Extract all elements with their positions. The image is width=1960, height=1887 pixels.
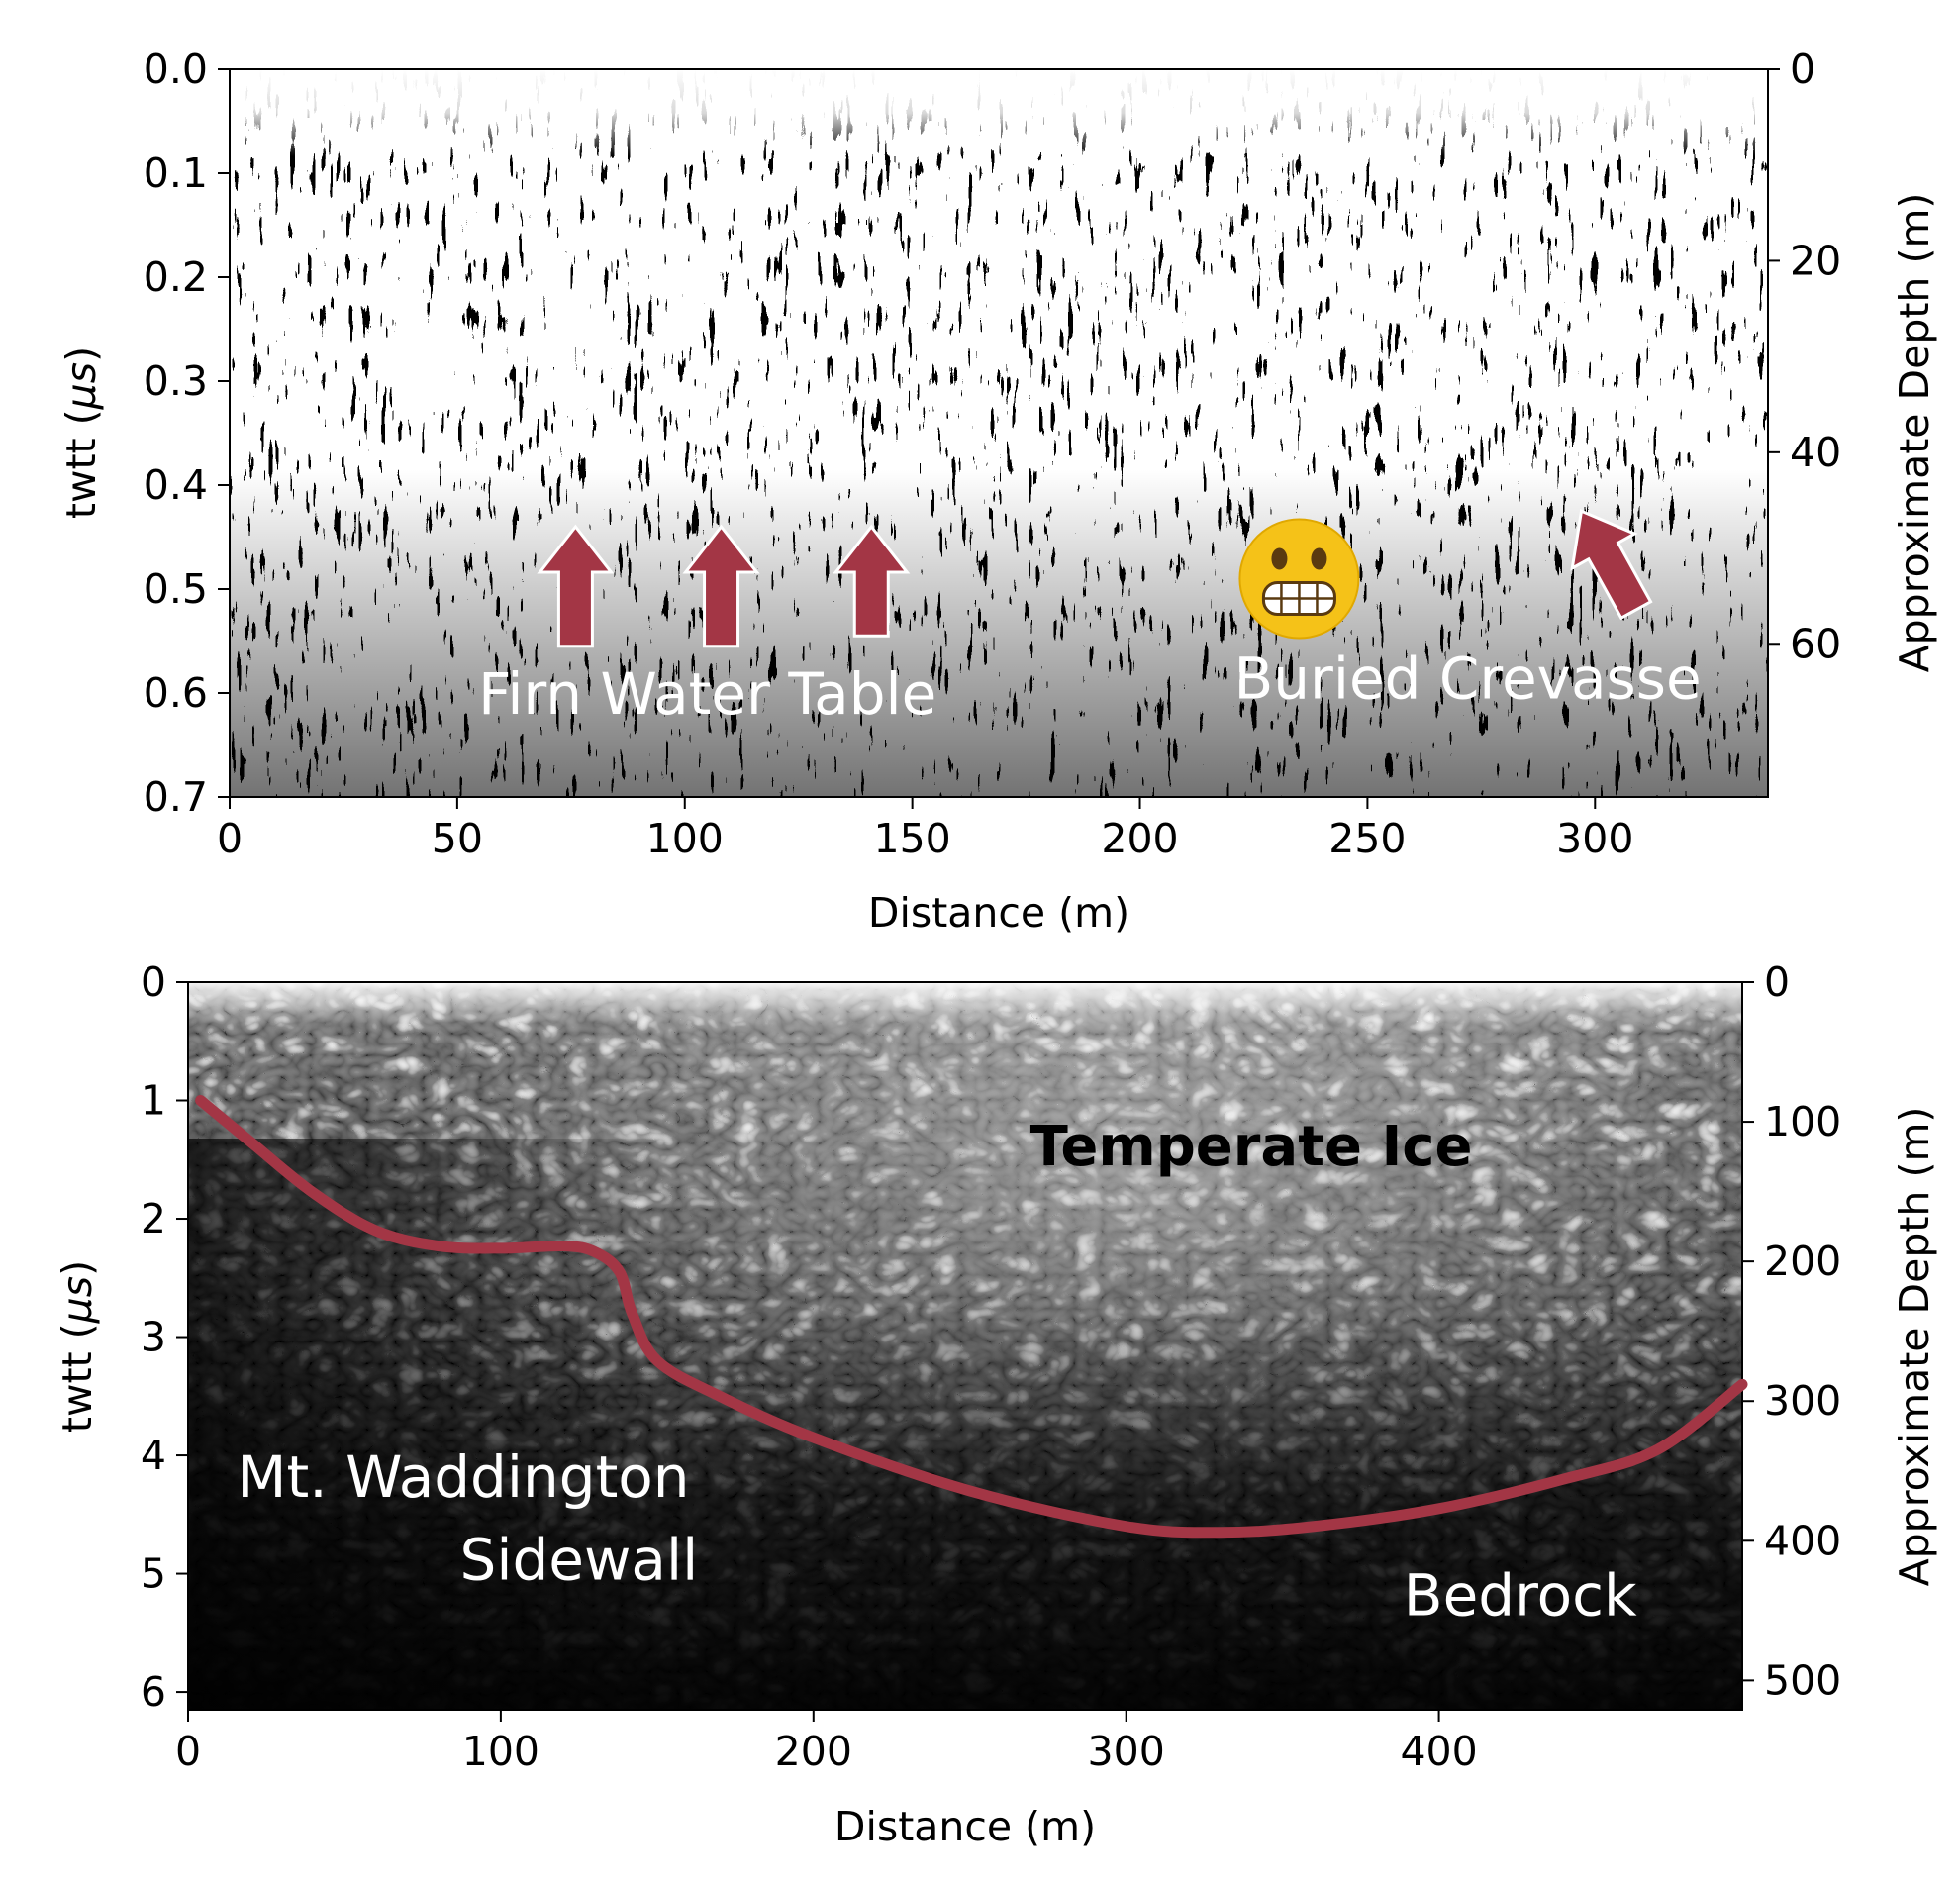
temperate-ice-label: Temperate Ice <box>1030 1115 1473 1179</box>
annotation-arrow <box>1570 509 1653 621</box>
x-tick-label: 50 <box>432 815 483 862</box>
bedrock-label: Bedrock <box>1404 1561 1637 1629</box>
firn-depth-axis-label: Approximate Depth (m) <box>1891 193 1938 673</box>
glacier-y-axis-ticks: 0 1 2 3 4 5 6 <box>141 958 188 1716</box>
x-tick-label: 100 <box>462 1728 539 1775</box>
x-tick-label: 300 <box>1556 815 1633 862</box>
firn-arrows <box>537 509 1653 648</box>
annotation-arrow <box>682 524 760 648</box>
y-tick-label: 1 <box>141 1077 166 1125</box>
y-tick-label: 0.6 <box>144 669 208 717</box>
firn-y-axis-ticks: 0.0 0.1 0.2 0.3 0.4 0.5 0.6 0.7 <box>144 46 230 821</box>
firn-y-axis-label: twtt (μs) <box>57 347 105 519</box>
glacier-y-axis-label: twtt (μs) <box>53 1260 101 1433</box>
y-tick-label: 0.4 <box>144 461 208 509</box>
x-tick-label: 200 <box>775 1728 852 1775</box>
y-tick-label: 0.5 <box>144 565 208 613</box>
emoji-face <box>1238 518 1360 640</box>
x-tick-label: 0 <box>217 815 243 862</box>
x-tick-label: 400 <box>1400 1728 1477 1775</box>
x-tick-label: 150 <box>874 815 951 862</box>
sidewall-label-line-1: Mt. Waddington <box>237 1443 689 1511</box>
sidewall-label-line-2: Sidewall <box>460 1527 699 1594</box>
glacier-depth-axis-label: Approximate Depth (m) <box>1891 1107 1938 1587</box>
grimacing-face-icon <box>1238 518 1360 640</box>
y-tick-label: 2 <box>141 1195 166 1242</box>
depth-tick-label: 400 <box>1764 1517 1841 1564</box>
depth-tick-label: 500 <box>1764 1656 1841 1704</box>
depth-tick-label: 40 <box>1790 429 1841 476</box>
depth-tick-label: 0 <box>1790 46 1815 93</box>
annotation-arrow <box>833 524 911 638</box>
x-tick-label: 200 <box>1101 815 1178 862</box>
glacier-x-axis-label: Distance (m) <box>834 1803 1096 1850</box>
firn-x-axis-label: Distance (m) <box>868 889 1129 937</box>
x-tick-label: 250 <box>1328 815 1406 862</box>
depth-tick-label: 20 <box>1790 237 1841 284</box>
x-tick-label: 300 <box>1088 1728 1165 1775</box>
y-tick-label: 6 <box>141 1668 166 1716</box>
emoji-right-eye <box>1311 547 1327 570</box>
emoji-left-eye <box>1271 547 1288 570</box>
buried-crevasse-label: Buried Crevasse <box>1233 645 1701 712</box>
glacier-depth-axis-ticks: 0 100 200 300 400 500 <box>1742 958 1841 1704</box>
y-tick-label: 0.0 <box>144 46 208 93</box>
depth-tick-label: 200 <box>1764 1238 1841 1285</box>
firn-plot-frame <box>229 68 1769 798</box>
glacier-radargram-panel: 0 100 200 300 400 0 1 2 3 4 5 6 0 100 200 300 400 500 D… <box>53 958 1938 1850</box>
x-tick-label: 100 <box>646 815 724 862</box>
emoji-teeth-lines <box>1263 583 1335 614</box>
y-tick-label: 0.2 <box>144 253 208 301</box>
y-tick-label: 4 <box>141 1432 166 1479</box>
y-tick-label: 5 <box>141 1550 166 1598</box>
y-tick-label: 3 <box>141 1314 166 1361</box>
y-tick-label: 0.7 <box>144 773 208 821</box>
y-tick-label: 0.3 <box>144 357 208 405</box>
x-tick-label: 0 <box>175 1728 201 1775</box>
glacier-x-axis-ticks: 0 100 200 300 400 <box>175 1710 1478 1775</box>
depth-tick-label: 300 <box>1764 1377 1841 1425</box>
bed-pick-line <box>195 1095 1748 1539</box>
glacier-sidewall-shade <box>188 1139 663 1710</box>
y-tick-label: 0.1 <box>144 149 208 197</box>
depth-tick-label: 100 <box>1764 1098 1841 1145</box>
firn-depth-axis-ticks: 0 20 40 60 <box>1768 46 1841 667</box>
annotation-arrow <box>537 524 615 648</box>
firn-radargram-panel: 0 50 100 150 200 250 300 0.00.10.20.30.40.50.6… <box>57 46 1938 937</box>
depth-tick-label: 60 <box>1790 620 1841 667</box>
glacier-plot-frame <box>187 981 1743 1711</box>
firn-water-table-label: Firn Water Table <box>478 660 936 728</box>
firn-x-axis-ticks: 0 50 100 150 200 250 300 <box>217 797 1633 862</box>
firn-surface-fade <box>230 69 1768 797</box>
depth-tick-label: 0 <box>1764 958 1790 1006</box>
y-tick-label: 0 <box>141 958 166 1006</box>
